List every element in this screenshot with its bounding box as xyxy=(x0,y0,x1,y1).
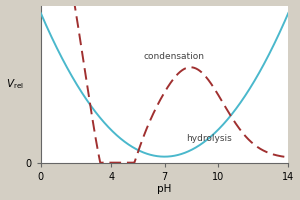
X-axis label: pH: pH xyxy=(157,184,172,194)
Text: hydrolysis: hydrolysis xyxy=(186,134,232,143)
Text: condensation: condensation xyxy=(143,52,204,61)
Y-axis label: $V_\mathrm{rel}$: $V_\mathrm{rel}$ xyxy=(6,77,23,91)
